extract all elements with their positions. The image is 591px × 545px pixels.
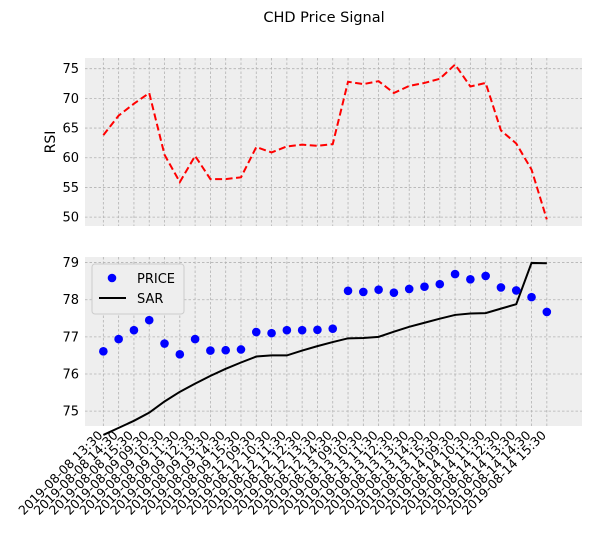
legend-sar-label: SAR [137, 292, 163, 307]
price-point [450, 269, 460, 279]
y-tick-label: 70 [62, 92, 79, 107]
y-tick-label: 77 [62, 330, 79, 345]
y-tick-label: 79 [62, 256, 79, 271]
price-point [297, 325, 307, 335]
price-point [206, 346, 215, 355]
sar-series-line [102, 261, 547, 436]
price-point [144, 315, 154, 325]
y-tick-label: 50 [62, 211, 79, 226]
price-point [466, 274, 475, 284]
legend-price-marker [107, 273, 117, 283]
y-tick-label: 78 [62, 293, 79, 308]
price-point [251, 327, 261, 337]
price-point [404, 284, 414, 294]
rsi-panel: 50 55 60 65 70 75 RSI [43, 58, 582, 226]
price-point [267, 328, 276, 338]
price-point [221, 345, 230, 355]
price-point [481, 271, 490, 281]
chart-title: CHD Price Signal [263, 10, 384, 26]
y-tick-label: 60 [62, 151, 79, 166]
legend: PRICE SAR [91, 263, 185, 315]
y-tick-label: 55 [62, 181, 79, 196]
price-point [527, 292, 536, 302]
price-point [420, 282, 429, 292]
price-point [496, 283, 506, 292]
legend-price-label: PRICE [137, 272, 175, 287]
rsi-axis-label: RSI [43, 131, 59, 154]
price-point [114, 334, 123, 344]
y-tick-label: 65 [62, 122, 79, 137]
price-point [282, 325, 292, 335]
price-point [389, 288, 399, 297]
price-point [190, 334, 200, 344]
price-point [99, 347, 108, 356]
price-point [542, 307, 552, 317]
price-point [129, 325, 139, 335]
y-tick-label: 75 [62, 405, 79, 420]
price-point [175, 350, 185, 359]
rsi-series-line [102, 63, 548, 220]
price-point [313, 325, 322, 335]
y-tick-label: 76 [62, 368, 79, 383]
price-point [359, 287, 368, 297]
price-point [236, 345, 246, 354]
price-point [435, 279, 445, 289]
price-point [374, 285, 383, 294]
y-tick-label: 75 [62, 62, 79, 77]
price-point [511, 286, 521, 295]
price-point [343, 286, 353, 296]
price-point [328, 324, 338, 333]
price-point [160, 339, 169, 348]
